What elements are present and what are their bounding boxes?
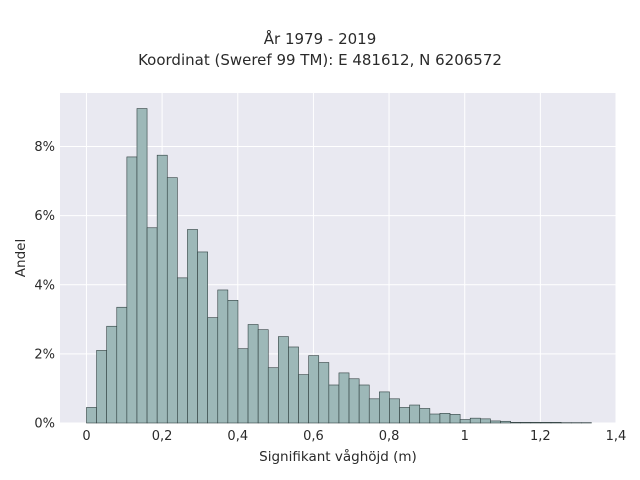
histogram-bar	[187, 229, 198, 424]
histogram-bar	[328, 384, 340, 424]
histogram-bar	[419, 408, 431, 424]
x-axis-ticks: 0 0,2 0,4 0,6 0,8 1 1,2 1,4	[82, 429, 626, 444]
histogram-bar	[530, 422, 542, 424]
y-tick-label: 2%	[34, 347, 55, 362]
histogram-bar	[136, 108, 148, 424]
histogram-bar	[237, 348, 249, 424]
histogram-bar	[540, 422, 552, 424]
histogram-bar	[368, 398, 380, 424]
histogram-bar	[156, 154, 168, 424]
y-tick-label: 6%	[34, 209, 55, 224]
histogram-bar	[510, 422, 522, 424]
histogram-bar	[520, 422, 532, 424]
x-tick-label: 1	[461, 429, 469, 444]
histogram-bar	[490, 420, 501, 424]
histogram-bar	[298, 374, 309, 424]
histogram-bar	[288, 346, 299, 424]
histogram-bar	[116, 306, 128, 424]
histogram-bar	[308, 355, 320, 424]
histogram-bar	[409, 404, 421, 424]
histogram-bar	[389, 398, 400, 424]
x-tick-label: 0,2	[152, 429, 173, 444]
y-tick-label: 0%	[34, 417, 55, 432]
y-tick-label: 4%	[34, 278, 55, 293]
histogram-bar	[480, 418, 491, 424]
histogram-bar	[227, 300, 239, 424]
histogram-bar	[106, 325, 118, 424]
histogram-bar	[96, 350, 107, 424]
histogram-bar	[429, 413, 441, 424]
x-tick-label: 1,2	[530, 429, 551, 444]
histogram-bar	[338, 372, 350, 424]
histogram-bar	[247, 324, 259, 424]
histogram-bar	[126, 156, 138, 424]
x-tick-label: 0,4	[227, 429, 248, 444]
histogram-bar	[449, 414, 461, 424]
histogram-bar	[177, 277, 188, 424]
x-tick-label: 0,8	[379, 429, 400, 444]
histogram-bar	[278, 336, 289, 424]
chart-subtitle: Koordinat (Sweref 99 TM): E 481612, N 62…	[138, 51, 502, 69]
histogram-bar	[358, 384, 370, 424]
y-axis-ticks: 0% 2% 4% 6% 8%	[34, 140, 55, 431]
histogram-bar	[217, 289, 229, 424]
histogram-bar	[469, 417, 481, 424]
x-axis-label: Signifikant våghöjd (m)	[259, 448, 417, 465]
histogram-bar	[86, 407, 97, 424]
chart-title: År 1979 - 2019	[263, 30, 377, 48]
x-tick-label: 0,6	[303, 429, 324, 444]
histogram-bar	[399, 407, 410, 424]
x-tick-label: 1,4	[606, 429, 627, 444]
histogram-bar	[267, 367, 279, 424]
histogram-bar	[550, 422, 562, 424]
histogram-bar	[207, 317, 219, 424]
histogram-bar	[379, 391, 390, 424]
histogram-bar	[318, 362, 330, 424]
histogram-bar	[166, 177, 178, 424]
histogram-bar	[146, 227, 158, 424]
histogram-bar	[348, 378, 360, 424]
histogram-bars	[86, 108, 592, 424]
x-tick-label: 0	[82, 429, 90, 444]
histogram-bar	[197, 251, 208, 424]
histogram-bar	[500, 420, 511, 424]
y-tick-label: 8%	[34, 140, 55, 155]
histogram-bar	[257, 329, 269, 424]
y-axis-label: Andel	[13, 239, 29, 277]
histogram-bar	[439, 413, 451, 424]
histogram-bar	[459, 419, 471, 424]
